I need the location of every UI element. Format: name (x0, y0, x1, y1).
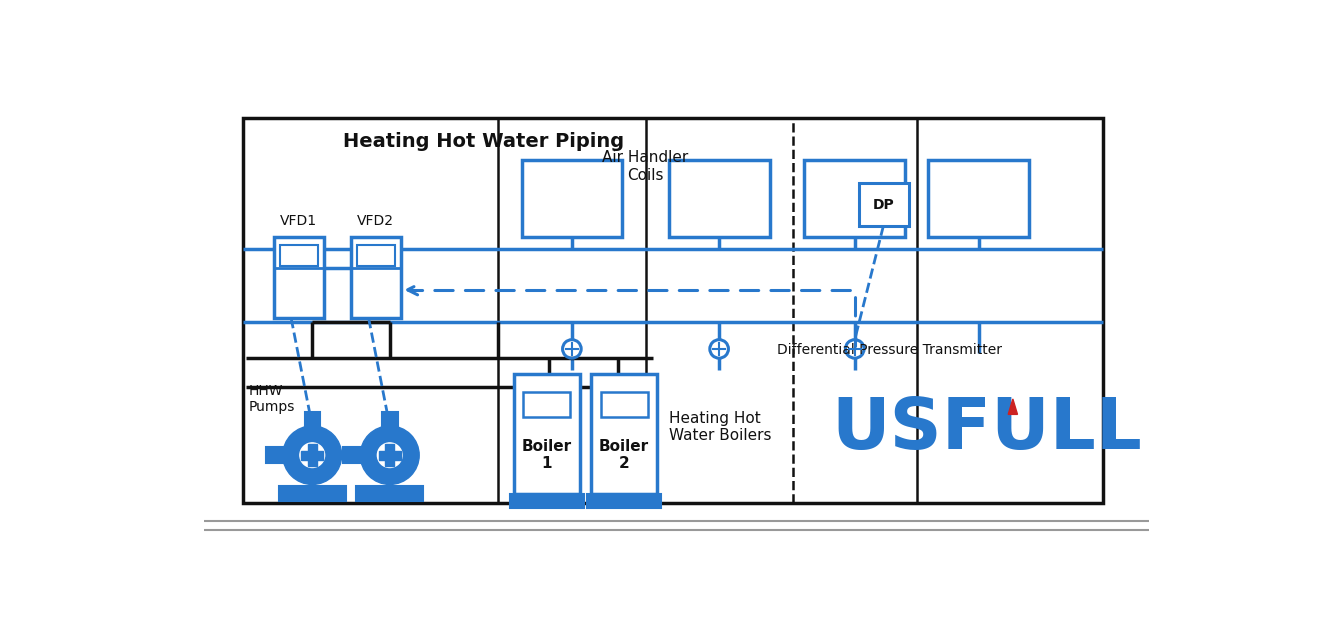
Bar (587, 494, 661, 508)
Polygon shape (308, 444, 317, 466)
Circle shape (300, 443, 325, 468)
Circle shape (378, 443, 403, 468)
Polygon shape (379, 450, 401, 460)
Bar (356, 486, 424, 502)
Text: Heating Hot
Water Boilers: Heating Hot Water Boilers (669, 410, 771, 443)
Bar (265, 447, 282, 463)
Bar (804, 160, 906, 238)
Bar (279, 486, 346, 502)
Bar (343, 447, 360, 463)
Text: Boiler
2: Boiler 2 (599, 439, 649, 471)
Bar (928, 160, 1030, 238)
Text: DP: DP (873, 198, 895, 212)
Text: HHW
Pumps: HHW Pumps (248, 384, 296, 415)
Bar (523, 392, 570, 416)
Bar (243, 118, 1102, 503)
Circle shape (360, 426, 420, 484)
Bar (351, 238, 401, 318)
Text: VFD2: VFD2 (358, 214, 395, 228)
Bar (510, 494, 583, 508)
Text: Boiler
1: Boiler 1 (521, 439, 572, 471)
Bar (521, 160, 622, 238)
Bar (280, 244, 318, 265)
Bar (513, 375, 579, 494)
Bar (381, 412, 397, 426)
Bar (273, 238, 323, 318)
Bar (305, 412, 319, 426)
Bar (591, 375, 657, 494)
Text: VFD1: VFD1 (280, 214, 317, 228)
Bar (669, 160, 770, 238)
Polygon shape (1008, 399, 1018, 415)
Circle shape (282, 426, 342, 484)
Bar (358, 244, 395, 265)
Text: USFULL: USFULL (832, 395, 1142, 464)
Text: Heating Hot Water Piping: Heating Hot Water Piping (343, 131, 624, 151)
Text: Differential Pressure Transmitter: Differential Pressure Transmitter (777, 344, 1002, 357)
Polygon shape (385, 444, 395, 466)
Bar (858, 183, 909, 226)
Bar (601, 392, 648, 416)
Text: Air Handler
Coils: Air Handler Coils (602, 151, 689, 183)
Polygon shape (301, 450, 323, 460)
